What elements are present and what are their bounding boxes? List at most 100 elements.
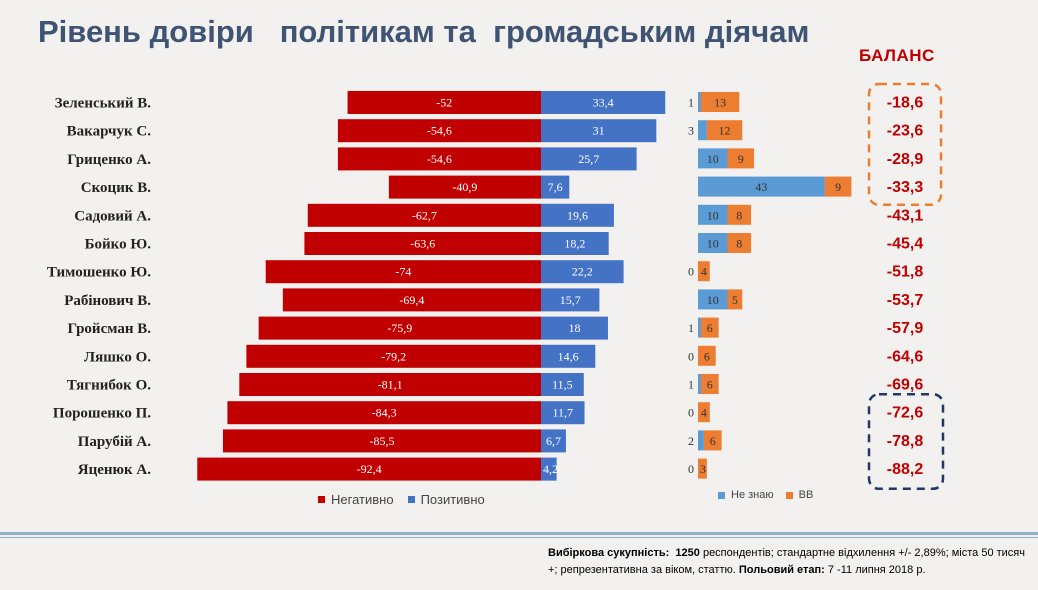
positive-bar bbox=[541, 91, 666, 114]
balance-value: -72,6 bbox=[887, 405, 924, 422]
balance-value: -43,1 bbox=[887, 207, 924, 224]
category-label: Тягнибок О. bbox=[67, 378, 152, 394]
negative-value-label: -62,7 bbox=[412, 208, 437, 222]
footnote-field-dates: 7 -11 липня 2018 р. bbox=[824, 564, 926, 576]
hard-to-say-value-label: 6 bbox=[710, 434, 716, 448]
negative-bar bbox=[258, 316, 541, 340]
hard-to-say-bar bbox=[698, 458, 707, 479]
positive-value-label: 18,2 bbox=[564, 237, 585, 251]
negative-value-label: -84,3 bbox=[372, 406, 397, 420]
positive-bar bbox=[541, 260, 624, 284]
positive-bar bbox=[541, 119, 657, 143]
hard-to-say-value-label: 9 bbox=[835, 180, 841, 194]
balance-value: -64,6 bbox=[887, 348, 924, 365]
dont-know-bar bbox=[698, 430, 704, 451]
dont-know-bar bbox=[698, 204, 728, 225]
positive-bar bbox=[541, 373, 584, 396]
positive-value-label: 11,5 bbox=[552, 378, 573, 392]
negative-bar bbox=[282, 288, 541, 312]
negative-bar bbox=[347, 91, 541, 114]
dont-know-bar bbox=[698, 374, 701, 394]
negative-bar bbox=[304, 232, 541, 255]
positive-value-label: 31 bbox=[593, 124, 605, 138]
category-label: Ляшко О. bbox=[84, 349, 151, 365]
dont-know-value-label: 3 bbox=[688, 124, 694, 138]
balance-value: -23,6 bbox=[887, 123, 924, 140]
hard-to-say-bar bbox=[727, 148, 755, 169]
category-label: Гройсман В. bbox=[67, 321, 151, 337]
dont-know-value-label: 1 bbox=[688, 378, 694, 392]
negative-value-label: -81,1 bbox=[378, 378, 403, 392]
positive-value-label: 18 bbox=[568, 321, 580, 335]
hard-to-say-value-label: 4 bbox=[701, 265, 707, 279]
positive-bar bbox=[541, 175, 570, 199]
hard-to-say-value-label: 8 bbox=[736, 237, 742, 251]
legend-main: Негативно Позитивно bbox=[318, 492, 485, 507]
positive-value-label: 19,6 bbox=[567, 208, 588, 222]
dont-know-value-label: 10 bbox=[707, 237, 719, 251]
balance-value: -51,8 bbox=[887, 264, 924, 281]
bottom-balance-highlight bbox=[867, 392, 945, 491]
negative-value-label: -69,4 bbox=[399, 293, 424, 307]
positive-value-label: 7,6 bbox=[548, 180, 563, 194]
dont-know-value-label: 0 bbox=[688, 462, 694, 476]
hard-to-say-bar bbox=[700, 92, 740, 112]
hard-to-say-value-label: 13 bbox=[714, 96, 726, 110]
footer-divider bbox=[0, 532, 1038, 535]
positive-bar bbox=[541, 457, 557, 481]
negative-bar bbox=[265, 260, 541, 284]
positive-value-label: 11,7 bbox=[552, 406, 573, 420]
category-label: Порошенко П. bbox=[53, 406, 151, 422]
balance-value: -53,7 bbox=[887, 292, 924, 309]
category-label: Тимошенко Ю. bbox=[47, 265, 151, 281]
hard-to-say-value-label: 6 bbox=[704, 349, 710, 363]
category-label: Гриценко А. bbox=[67, 152, 151, 168]
hard-to-say-bar bbox=[727, 289, 743, 310]
positive-value-label: 15,7 bbox=[560, 293, 581, 307]
hard-to-say-bar bbox=[698, 261, 710, 282]
balance-value: -28,9 bbox=[887, 151, 924, 168]
hard-to-say-bar bbox=[698, 345, 716, 366]
balance-value: -78,8 bbox=[887, 433, 924, 450]
dont-know-value-label: 0 bbox=[688, 406, 694, 420]
dont-know-value-label: 10 bbox=[707, 208, 719, 222]
positive-bar bbox=[541, 401, 585, 425]
legend-secondary: Не знаю ВВ bbox=[718, 489, 813, 501]
sample-footnote: Вибіркова сукупність: 1250 респондентів;… bbox=[548, 545, 1028, 579]
dont-know-bar bbox=[698, 92, 701, 112]
footer-divider-thin bbox=[0, 537, 1038, 538]
negative-bar bbox=[222, 429, 541, 453]
negative-bar bbox=[337, 119, 541, 143]
positive-value-label: 14,6 bbox=[558, 349, 579, 363]
positive-value-label: 33,4 bbox=[593, 96, 614, 110]
dont-know-bar bbox=[698, 233, 728, 253]
balance-value: -69,6 bbox=[887, 377, 924, 394]
legend-positive-label: Позитивно bbox=[420, 492, 485, 507]
category-label: Вакарчук С. bbox=[67, 124, 152, 140]
negative-value-label: -52 bbox=[436, 96, 452, 110]
legend-positive-swatch bbox=[407, 496, 415, 503]
negative-value-label: -75,9 bbox=[387, 321, 412, 335]
dont-know-value-label: 1 bbox=[688, 96, 694, 110]
legend-hard-to-say-label: ВВ bbox=[798, 489, 814, 501]
category-label: Зеленський В. bbox=[55, 96, 152, 112]
positive-value-label: 25,7 bbox=[578, 152, 599, 166]
hard-to-say-value-label: 12 bbox=[719, 124, 731, 138]
balance-value: -18,6 bbox=[887, 95, 924, 112]
legend-dont-know-swatch bbox=[718, 491, 725, 499]
hard-to-say-bar bbox=[698, 402, 710, 423]
dont-know-value-label: 2 bbox=[688, 434, 694, 448]
positive-value-label: 22,2 bbox=[572, 265, 593, 279]
footnote-field-label: Польовий етап: bbox=[738, 564, 825, 576]
dont-know-value-label: 0 bbox=[688, 265, 694, 279]
category-label: Садовий А. bbox=[74, 208, 151, 224]
negative-value-label: -54,6 bbox=[427, 124, 452, 138]
balance-value: -33,3 bbox=[887, 179, 924, 196]
positive-bar bbox=[541, 429, 566, 453]
hard-to-say-bar bbox=[700, 317, 719, 338]
dont-know-bar bbox=[698, 120, 707, 141]
page-title: Рівень довіри політикам та громадським д… bbox=[38, 14, 810, 49]
legend-hard-to-say-swatch bbox=[785, 491, 793, 499]
hard-to-say-value-label: 6 bbox=[707, 321, 713, 335]
